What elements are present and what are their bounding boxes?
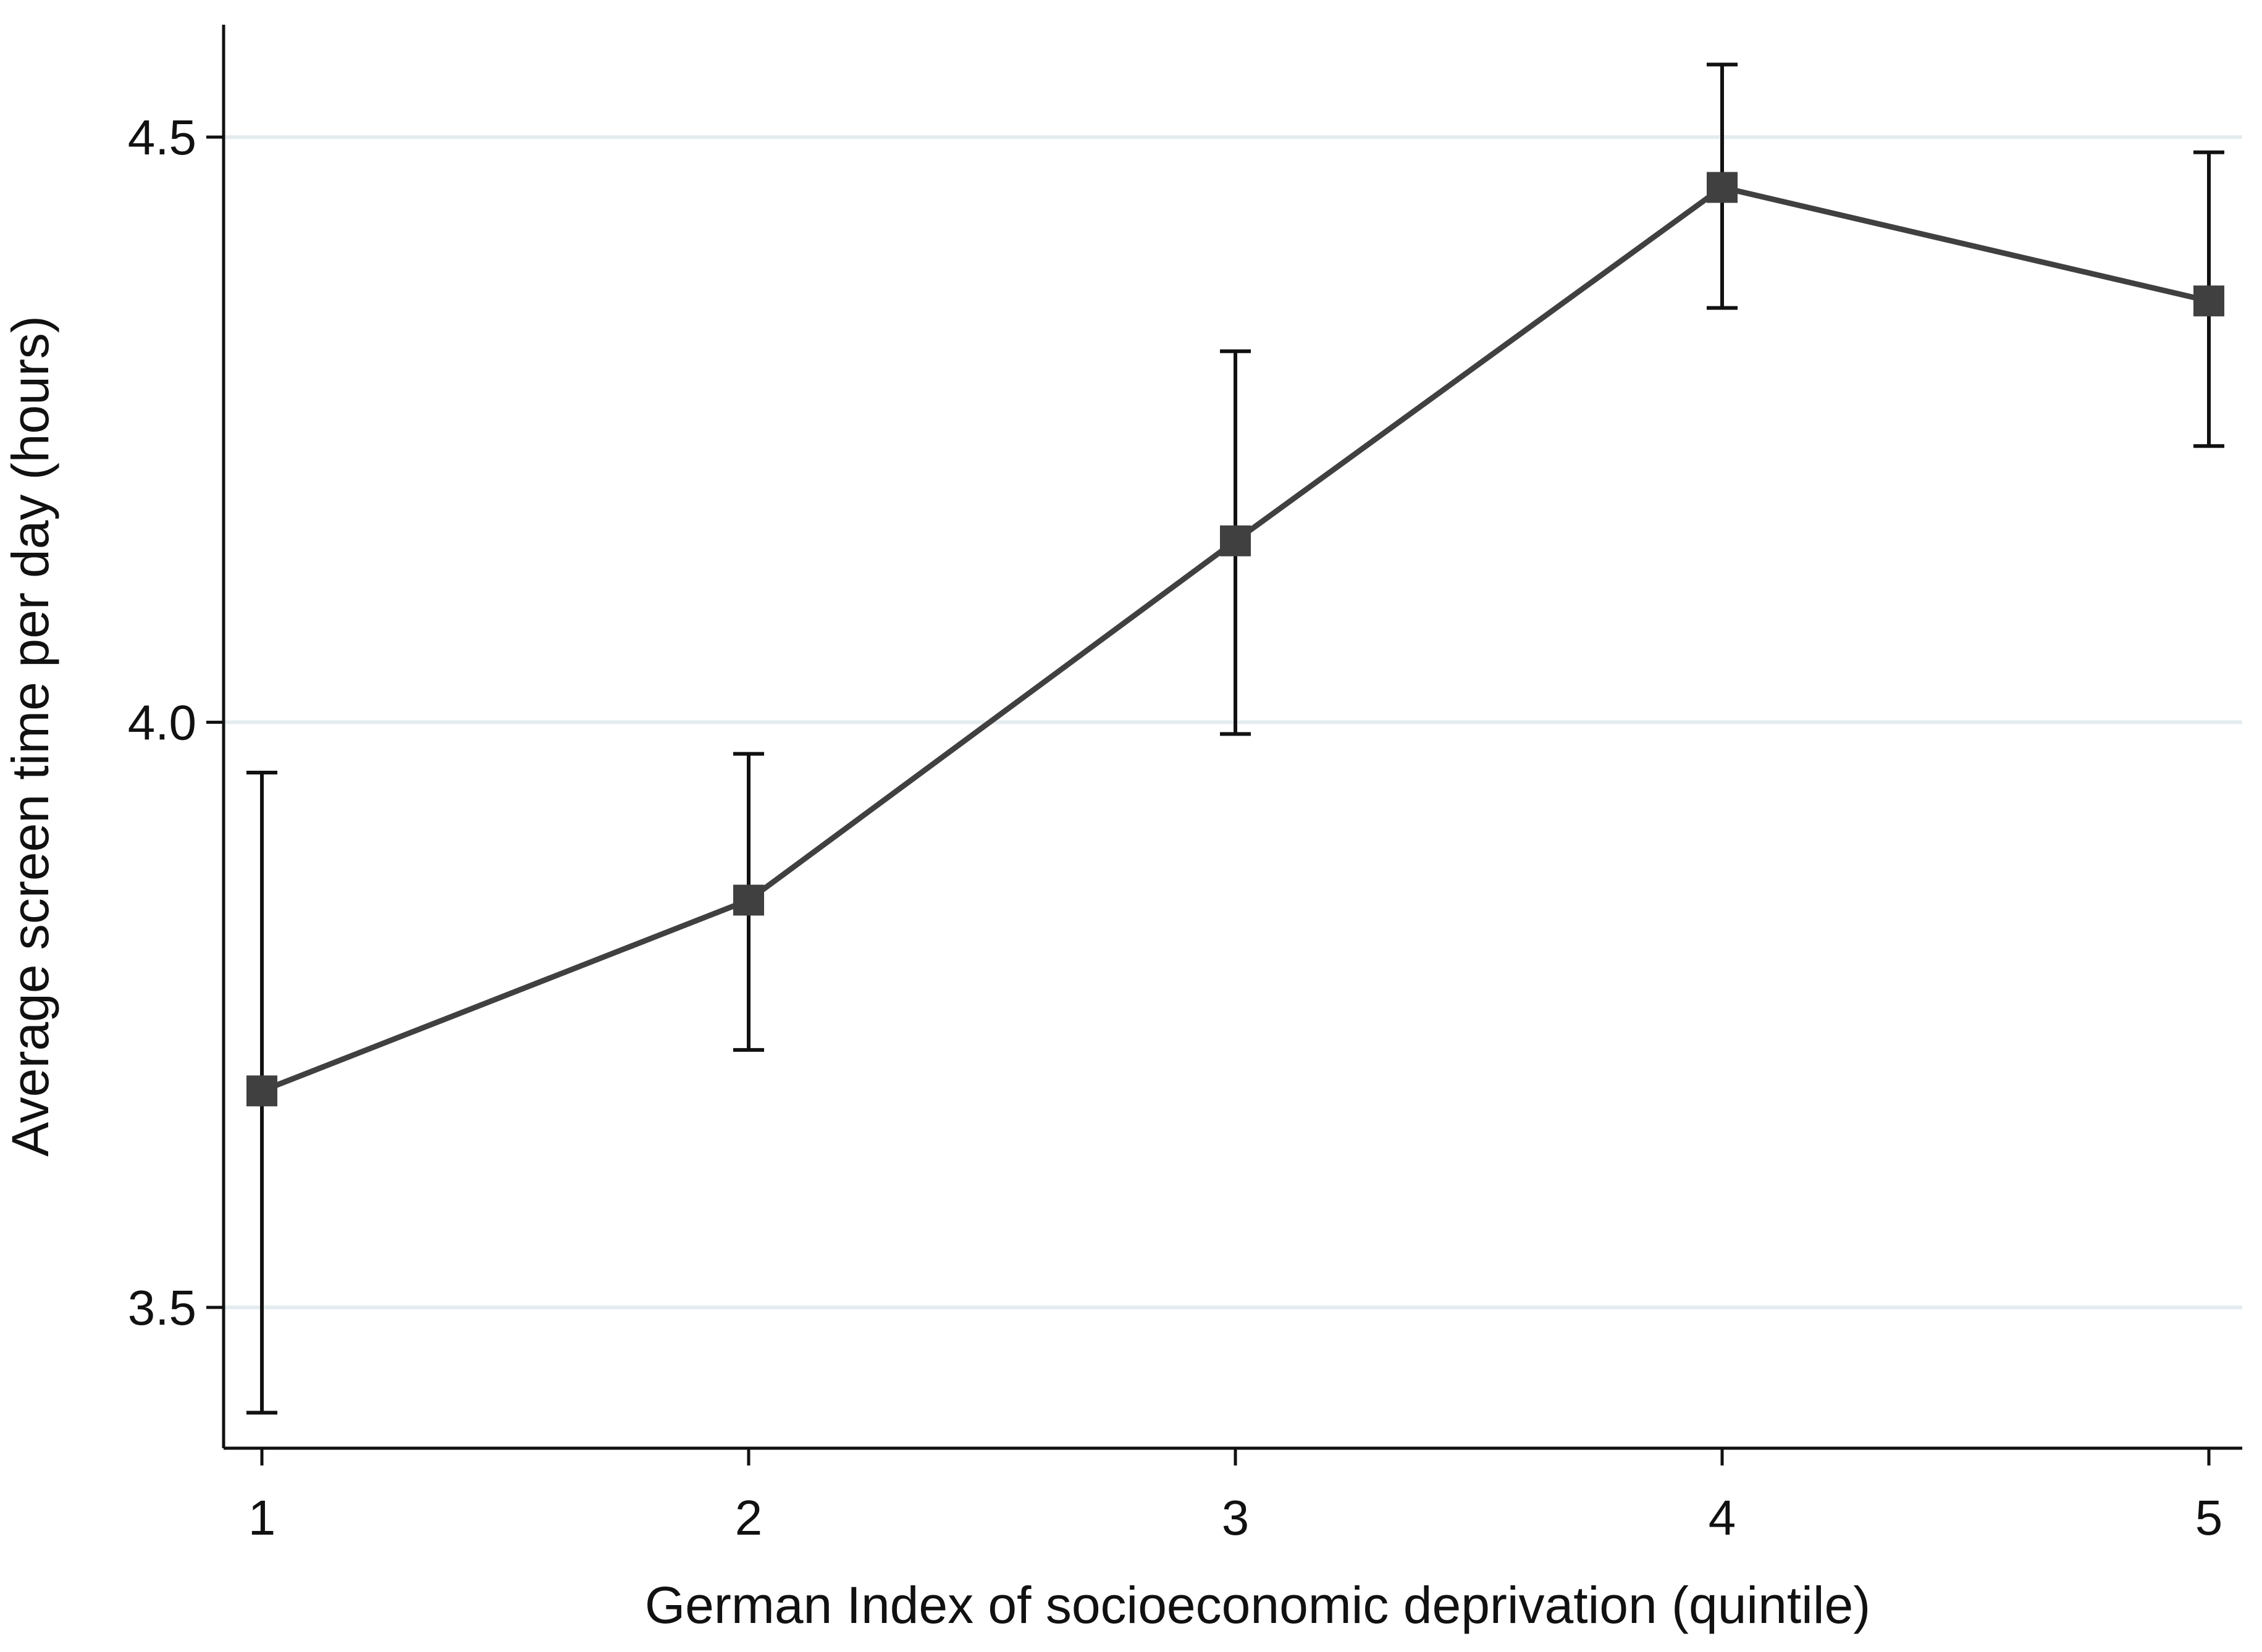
axes — [206, 25, 2242, 1465]
error-bars — [246, 62, 2224, 1415]
x-tick-label-4: 4 — [1709, 1490, 1736, 1545]
y-tick-label-4.0: 4.0 — [128, 695, 196, 750]
data-point-1 — [246, 1075, 277, 1107]
x-tick-label-2: 2 — [735, 1490, 763, 1545]
data-point-5 — [2193, 285, 2224, 317]
data-point-4 — [1707, 172, 1738, 203]
markers — [246, 172, 2224, 1107]
x-tick-label-3: 3 — [1222, 1490, 1250, 1545]
x-axis-title: German Index of socioeconomic deprivatio… — [645, 1576, 1870, 1634]
y-axis-title: Average screen time per day (hours) — [1, 316, 59, 1157]
x-tick-label-1: 1 — [248, 1490, 276, 1545]
data-point-2 — [733, 884, 764, 916]
x-tick-label-5: 5 — [2195, 1490, 2223, 1545]
gridlines — [224, 135, 2242, 1309]
y-tick-label-4.5: 4.5 — [128, 110, 196, 165]
y-tick-label-3.5: 3.5 — [128, 1280, 196, 1335]
data-point-3 — [1220, 525, 1251, 556]
tick-labels: 3.5 4.0 4.5 1 2 3 4 5 — [128, 110, 2222, 1545]
